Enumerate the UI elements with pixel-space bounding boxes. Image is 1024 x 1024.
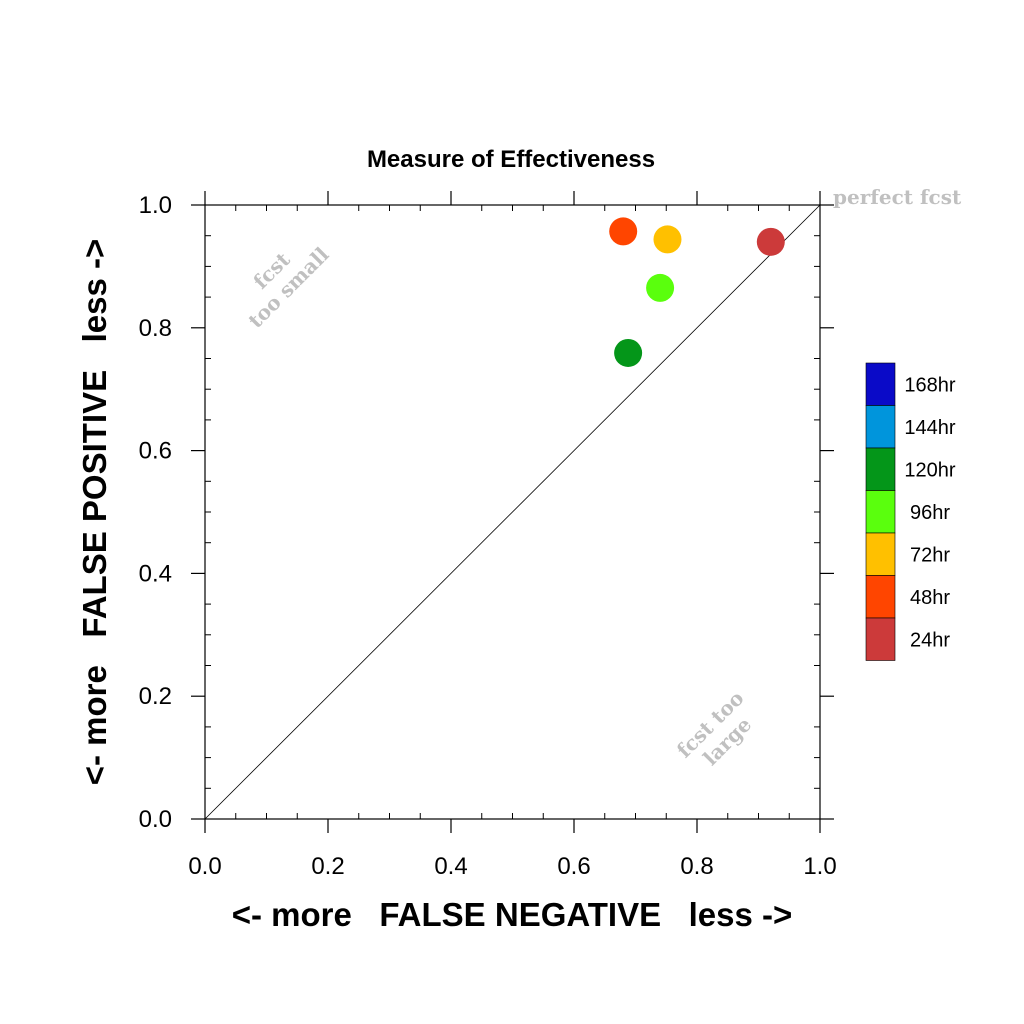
legend-swatch-72hr	[865, 532, 896, 576]
legend-swatch-24hr	[865, 617, 896, 661]
legend-label-120hr: 120hr	[904, 459, 955, 481]
data-points	[609, 217, 785, 367]
y-tick-label: 0.6	[139, 438, 172, 465]
x-tick-label: 0.8	[680, 853, 713, 880]
x-tick-labels: 0.0 0.2 0.4 0.6 0.8 1.0	[188, 853, 836, 880]
perfect-forecast-line	[204, 204, 821, 820]
legend-swatch-96hr	[865, 490, 896, 534]
y-tick-label: 0.0	[139, 806, 172, 833]
point-48hr	[609, 217, 638, 246]
major-ticks	[191, 191, 834, 833]
legend-label-144hr: 144hr	[904, 417, 955, 439]
x-tick-label: 0.4	[434, 853, 467, 880]
y-axis-label: <- more FALSE POSITIVE less ->	[76, 239, 113, 786]
point-24hr	[756, 227, 785, 256]
legend-label-24hr: 24hr	[910, 629, 950, 651]
x-tick-label: 0.0	[188, 853, 221, 880]
legend-swatch-48hr	[865, 575, 896, 619]
legend-label-168hr: 168hr	[904, 374, 955, 396]
x-axis-label: <- more FALSE NEGATIVE less ->	[232, 896, 793, 933]
chart-title: Measure of Effectiveness	[367, 146, 655, 173]
x-tick-label: 0.6	[557, 853, 590, 880]
y-tick-labels: 0.0 0.2 0.4 0.6 0.8 1.0	[139, 192, 172, 833]
legend-label-72hr: 72hr	[910, 544, 950, 566]
y-tick-label: 0.2	[139, 683, 172, 710]
x-tick-label: 0.2	[311, 853, 344, 880]
x-tick-label: 1.0	[803, 853, 836, 880]
point-72hr	[653, 225, 682, 254]
point-96hr	[646, 273, 675, 302]
point-120hr	[614, 338, 643, 367]
y-tick-label: 1.0	[139, 192, 172, 219]
legend-swatch-168hr	[865, 362, 896, 406]
y-tick-label: 0.4	[139, 560, 172, 587]
y-tick-label: 0.8	[139, 315, 172, 342]
legend-label-48hr: 48hr	[910, 587, 950, 609]
plot-area	[191, 191, 834, 833]
legend: 168hr 144hr 120hr 96hr 72hr 48hr 24hr	[865, 362, 956, 661]
legend-swatch-120hr	[865, 447, 896, 491]
legend-swatch-144hr	[865, 405, 896, 449]
perfect-forecast-label: perfect fcst	[833, 185, 962, 209]
minor-ticks	[205, 205, 820, 819]
legend-label-96hr: 96hr	[910, 502, 950, 524]
